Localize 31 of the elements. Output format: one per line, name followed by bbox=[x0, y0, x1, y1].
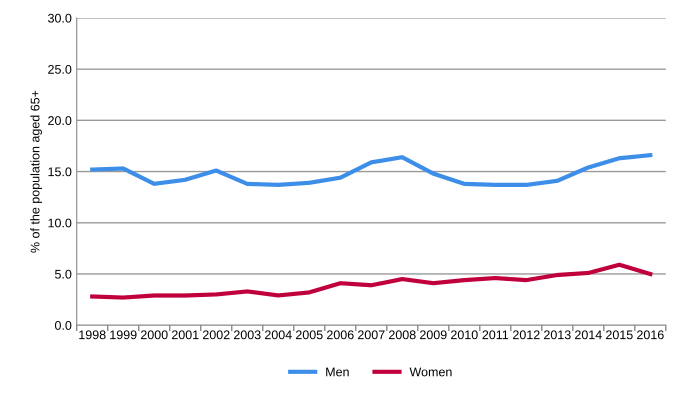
x-tick-label: 2010 bbox=[451, 330, 478, 340]
y-tick-label: 0.0 bbox=[54, 320, 72, 330]
y-axis-title: % of the population aged 65+ bbox=[30, 90, 42, 253]
x-tick-label: 2006 bbox=[326, 330, 354, 340]
x-tick-label: 1998 bbox=[79, 330, 106, 340]
x-tick-label: 2008 bbox=[389, 330, 416, 340]
y-tick-label: 25.0 bbox=[48, 64, 72, 74]
x-tick-label: 2011 bbox=[482, 330, 508, 340]
x-tick-label: 1999 bbox=[110, 330, 137, 340]
x-tick-label: 2000 bbox=[140, 330, 168, 340]
y-tick-label: 20.0 bbox=[48, 116, 72, 126]
x-tick-label: 2016 bbox=[637, 330, 664, 340]
y-tick-label: 30.0 bbox=[48, 14, 72, 23]
y-tick-label: 5.0 bbox=[54, 270, 72, 279]
x-tick-label: 2005 bbox=[296, 330, 323, 340]
x-tick-label: 2001 bbox=[172, 330, 199, 340]
y-tick-label: 15.0 bbox=[48, 167, 72, 176]
legend-label: Men bbox=[326, 368, 349, 376]
x-tick-label: 2007 bbox=[358, 330, 385, 340]
line-series bbox=[90, 262, 652, 300]
x-tick-label: 2014 bbox=[575, 330, 602, 340]
x-tick-label: 2003 bbox=[234, 330, 261, 340]
line-series bbox=[90, 153, 652, 187]
x-tick-label: 2015 bbox=[606, 330, 633, 340]
x-tick-label: 2002 bbox=[202, 330, 230, 340]
legend-label: Women bbox=[410, 368, 452, 376]
x-tick-label: 2004 bbox=[264, 330, 292, 340]
x-tick-label: 2009 bbox=[420, 330, 447, 340]
y-tick-label: 10.0 bbox=[48, 218, 72, 228]
x-tick-label: 2012 bbox=[513, 330, 540, 340]
x-tick-label: 2013 bbox=[544, 330, 571, 340]
